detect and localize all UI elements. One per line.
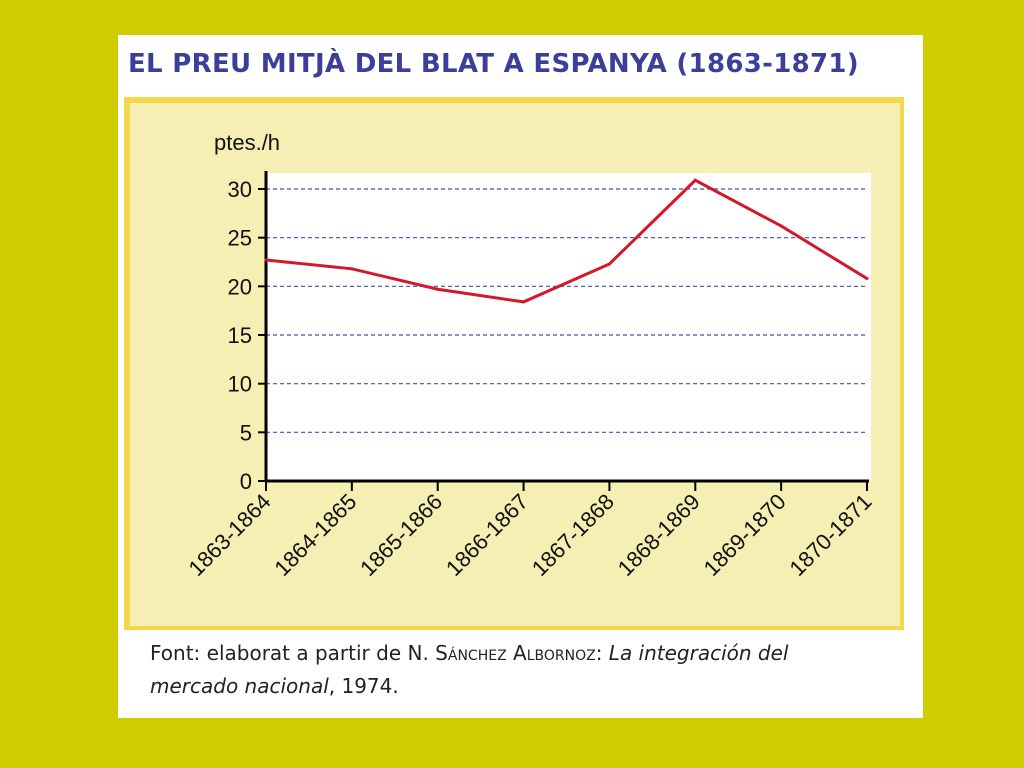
x-tick-label: 1866-1867 — [441, 489, 533, 581]
data-point — [436, 287, 440, 291]
source-year: , 1974. — [328, 674, 399, 698]
data-point — [264, 258, 268, 262]
data-point — [693, 178, 697, 182]
y-tick-label: 30 — [228, 177, 252, 202]
x-tick-label: 1863-1864 — [183, 489, 275, 581]
chart-panel: 0 5 10 15 20 25 30 ptes./h 1863-1864 1864-1865 186… — [124, 97, 904, 630]
x-tick-label: 1865-1866 — [355, 489, 447, 581]
source-author: Sánchez Albornoz — [435, 641, 596, 665]
data-point — [865, 277, 869, 281]
line-chart: 051015202530ptes./h1863-18641864-1865186… — [183, 130, 876, 581]
data-point — [779, 224, 783, 228]
data-point — [350, 267, 354, 271]
y-tick-label: 10 — [228, 372, 252, 397]
x-tick-label: 1870-1871 — [784, 489, 876, 581]
chart-card: EL PREU MITJÀ DEL BLAT A ESPANYA (1863-1… — [118, 35, 923, 718]
source-citation: Font: elaborat a partir de N. Sánchez Al… — [150, 637, 890, 703]
y-tick-label: 5 — [240, 420, 252, 445]
source-colon: : — [595, 641, 609, 665]
source-prefix: Font: elaborat a partir de N. — [150, 641, 436, 665]
y-axis-label: ptes./h — [214, 130, 280, 155]
plot-area — [266, 173, 871, 481]
y-tick-label: 0 — [240, 469, 252, 494]
y-tick-label: 25 — [228, 226, 252, 251]
source-work-title-1: La integración del — [608, 641, 789, 665]
source-work-title-2: mercado nacional — [150, 674, 329, 698]
x-tick-label: 1869-1870 — [699, 489, 791, 581]
data-point — [607, 262, 611, 266]
y-tick-label: 15 — [228, 323, 252, 348]
x-tick-label: 1868-1869 — [613, 489, 705, 581]
chart-title: EL PREU MITJÀ DEL BLAT A ESPANYA (1863-1… — [128, 49, 859, 79]
data-point — [522, 300, 526, 304]
x-tick-label: 1867-1868 — [527, 489, 619, 581]
series-line — [265, 178, 868, 304]
x-tick-label: 1864-1865 — [269, 489, 361, 581]
y-tick-label: 20 — [228, 274, 252, 299]
